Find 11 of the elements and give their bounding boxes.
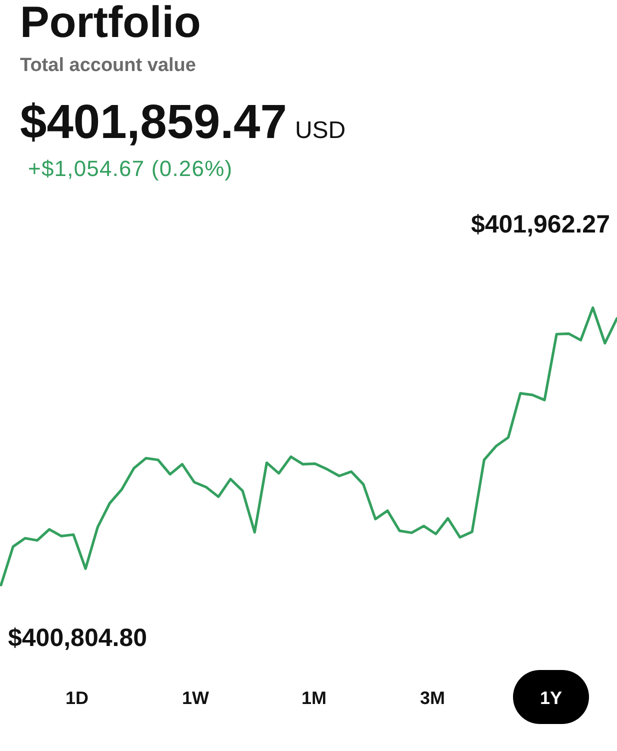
text: +$1,054.67 (0.26%) [28,156,233,181]
text: USD [294,117,346,144]
range-button[interactable]: 1M [302,688,326,708]
chart-title: Portfolio [20,0,201,47]
range-button[interactable]: 3M [420,688,445,708]
range-button[interactable]: 1W [182,688,209,708]
data-label: $400,804.80 [8,624,148,652]
data-label: $401,962.27 [470,210,610,239]
text: $401,859.47 [20,96,287,149]
range-button[interactable]: 1D [66,688,88,708]
chart-subtitle: Total account value [20,55,196,76]
